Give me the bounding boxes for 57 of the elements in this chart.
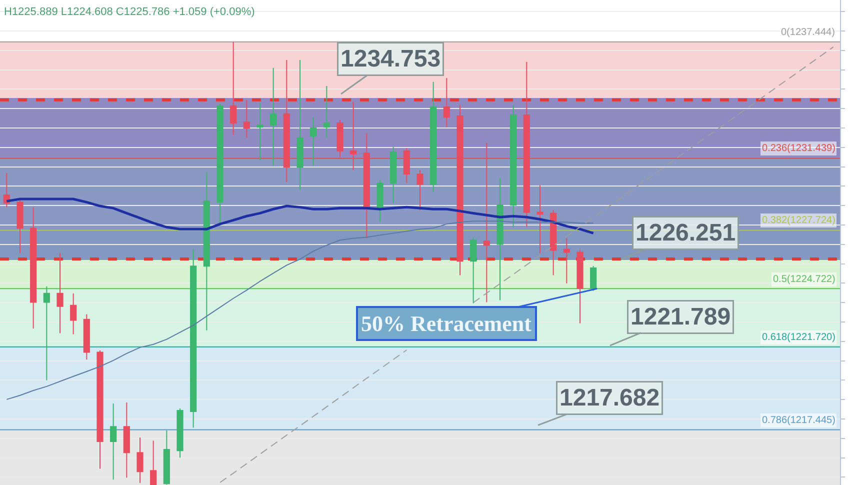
candlestick [163,430,170,485]
candlestick [470,236,477,304]
candlestick [283,59,290,183]
candlestick [56,252,64,334]
candlestick [363,132,370,239]
candlestick [123,402,130,478]
candlestick [16,198,24,254]
candlestick [310,116,317,166]
candlestick [350,101,357,171]
candlestick [136,436,144,484]
ref-line-label: 0.786(1217.445) [762,415,836,426]
annotation: 1221.789 [630,304,731,330]
candlestick [203,172,210,331]
candlestick [483,142,490,303]
candlestick [430,81,437,193]
candlestick [563,238,570,284]
candlestick [43,286,50,381]
annotation: 50% Retracement [361,311,532,336]
candlestick [70,292,77,335]
candlestick [83,314,90,360]
candlestick [523,61,530,228]
ref-line-label: 0.5(1224.722) [773,274,836,285]
candlestick [496,178,504,301]
candlestick [576,250,584,324]
candlestick [550,210,557,276]
candlestick [403,148,410,184]
candlestick [456,104,464,276]
candlestick [190,248,197,428]
candlestick [390,146,397,204]
candlestick [270,67,277,166]
candlestick [296,59,304,191]
candlestick [590,265,597,292]
candlestick [243,99,250,138]
ref-line-label: 0.236(1231.439) [762,143,836,154]
candlestick [376,180,384,223]
annotation: 1234.753 [340,46,441,72]
candlestick [256,102,264,161]
candlestick [30,206,37,329]
candlestick [110,403,117,480]
annotation: H1225.889 L1224.608 C1225.786 +1.059 (+0.09%) [4,6,255,18]
candlestick [176,408,184,458]
ref-line-label: 0(1237.444) [781,27,835,38]
annotation: 1226.251 [636,220,736,246]
ref-line-label: 0.618(1221.720) [762,332,836,343]
candlestick [510,104,517,228]
candlestick [230,41,237,136]
candlestick [150,440,157,485]
candlestick [323,85,330,138]
candlestick [536,184,544,254]
ref-line-label: 0.382(1227.724) [762,215,836,226]
candlestick [336,119,344,158]
candlestick [443,77,450,128]
candlestick [3,172,10,208]
candlestick [416,170,424,211]
candlestick [96,350,104,470]
candlestick [216,103,224,224]
annotation: 1217.682 [560,384,660,412]
